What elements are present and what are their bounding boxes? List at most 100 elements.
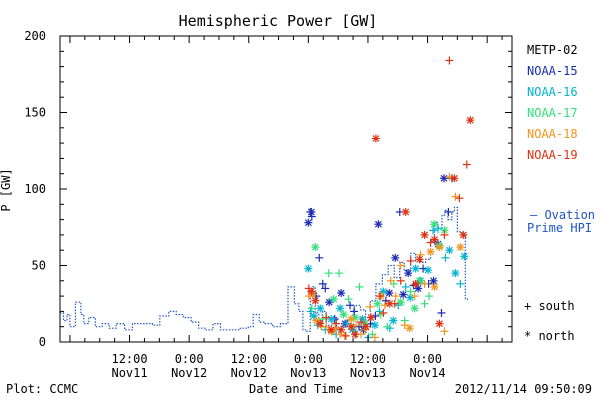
marker-south-noaa-19 [322,313,331,322]
marker-south-noaa-18 [370,333,379,342]
marker-north-noaa-17 [430,220,439,229]
marker-north-noaa-19 [337,325,346,334]
marker-north-noaa-18 [405,324,414,333]
marker-south-noaa-18 [451,192,460,201]
marker-south-noaa-19 [341,331,350,340]
legend-entry-noaa-16: NOAA-16 [527,85,578,99]
marker-south-noaa-15 [437,308,446,317]
marker-north-noaa-15 [307,207,316,216]
marker-shape-legend: + south * north [524,299,575,343]
y-tick-label: 0 [39,335,46,349]
marker-north-noaa-15 [374,220,383,229]
marker-north-noaa-18 [426,247,435,256]
marker-south-noaa-18 [440,327,449,336]
marker-north-noaa-16 [336,304,345,313]
marker-south-noaa-16 [441,253,450,262]
series-legend: METP-02 NOAA-15 NOAA-16 NOAA-17 NOAA-18 NOAA-… [527,43,578,162]
marker-south-noaa-16 [456,279,465,288]
marker-south-noaa-19 [332,319,341,328]
legend-entry-noaa-15: NOAA-15 [527,64,578,78]
marker-north-noaa-16 [411,264,420,273]
marker-north-noaa-16 [304,264,313,273]
marker-north-noaa-15 [404,269,413,278]
marker-north-noaa-16 [316,304,325,313]
marker-north-noaa-15 [399,290,408,299]
marker-north-noaa-18 [430,282,439,291]
marker-south-noaa-19 [440,230,449,239]
marker-north-noaa-19 [347,322,356,331]
marker-south-noaa-18 [365,302,374,311]
marker-south-noaa-16 [401,282,410,291]
marker-north-noaa-17 [373,299,382,308]
marker-south-noaa-16 [342,319,351,328]
marker-south-noaa-17 [420,299,429,308]
x-tick-label-date: Nov12 [171,366,207,380]
marker-legend-south: + south [524,299,575,313]
footer-timestamp: 2012/11/14 09:50:09 [455,382,592,396]
marker-north-noaa-19 [366,313,375,322]
marker-south-noaa-18 [416,250,425,259]
marker-north-noaa-17 [329,295,338,304]
marker-north-noaa-19 [361,322,370,331]
marker-south-noaa-15 [321,284,330,293]
marker-north-noaa-16 [389,316,398,325]
marker-legend-north: * north [524,329,575,343]
x-tick-label-time: 12:00 [111,352,147,366]
marker-north-noaa-16 [451,269,460,278]
footer-plot-credit: Plot: CCMC [6,382,78,396]
marker-south-noaa-18 [391,292,400,301]
marker-south-noaa-17 [324,269,333,278]
marker-south-noaa-17 [344,295,353,304]
x-tick-label-time: 0:00 [294,352,323,366]
marker-north-noaa-19 [435,319,444,328]
marker-north-noaa-15 [429,276,438,285]
marker-south-noaa-17 [406,287,415,296]
marker-north-noaa-19 [316,319,325,328]
marker-south-noaa-19 [406,256,415,265]
marker-south-noaa-19 [390,299,399,308]
marker-south-noaa-19 [445,56,454,65]
y-tick-label: 50 [32,259,46,273]
marker-south-noaa-18 [386,276,395,285]
x-axis-label: Date and Time [249,382,343,396]
x-tick-label-date: Nov11 [111,366,147,380]
marker-north-noaa-17 [410,304,419,313]
y-tick-label: 100 [24,182,46,196]
marker-north-noaa-17 [311,243,320,252]
x-tick-label-time: 0:00 [175,352,204,366]
marker-north-noaa-18 [435,243,444,252]
legend-entry-noaa-18: NOAA-18 [527,127,578,141]
marker-south-noaa-17 [383,322,392,331]
x-tick-label-time: 12:00 [350,352,386,366]
chart-title: Hemispheric Power [GW] [179,12,378,30]
marker-south-noaa-15 [318,279,327,288]
marker-north-noaa-19 [351,330,360,339]
legend-entry-metp-02: METP-02 [527,43,578,57]
marker-north-noaa-15 [391,253,400,262]
marker-south-noaa-17 [355,282,364,291]
marker-north-noaa-19 [459,230,468,239]
marker-south-noaa-19 [396,276,405,285]
marker-south-noaa-16 [429,226,438,235]
x-tick-label-time: 0:00 [413,352,442,366]
marker-north-noaa-19 [430,235,439,244]
marker-south-noaa-15 [350,307,359,316]
marker-north-noaa-15 [325,298,334,307]
ovation-prime-hpi-line [60,206,470,332]
marker-north-noaa-19 [311,296,320,305]
marker-north-noaa-16 [327,315,336,324]
marker-north-noaa-17 [339,310,348,319]
marker-south-noaa-19 [462,160,471,169]
x-tick-label-date: Nov12 [231,366,267,380]
legend-entry-noaa-17: NOAA-17 [527,106,578,120]
legend-entry-noaa-19: NOAA-19 [527,148,578,162]
marker-south-noaa-17 [307,304,316,313]
marker-north-noaa-19 [466,116,475,125]
marker-south-noaa-17 [335,269,344,278]
marker-north-noaa-16 [424,266,433,275]
ovation-legend-line1: – Ovation [530,208,595,222]
marker-north-noaa-15 [304,218,313,227]
marker-south-noaa-19 [357,318,366,327]
marker-south-noaa-19 [455,194,464,203]
